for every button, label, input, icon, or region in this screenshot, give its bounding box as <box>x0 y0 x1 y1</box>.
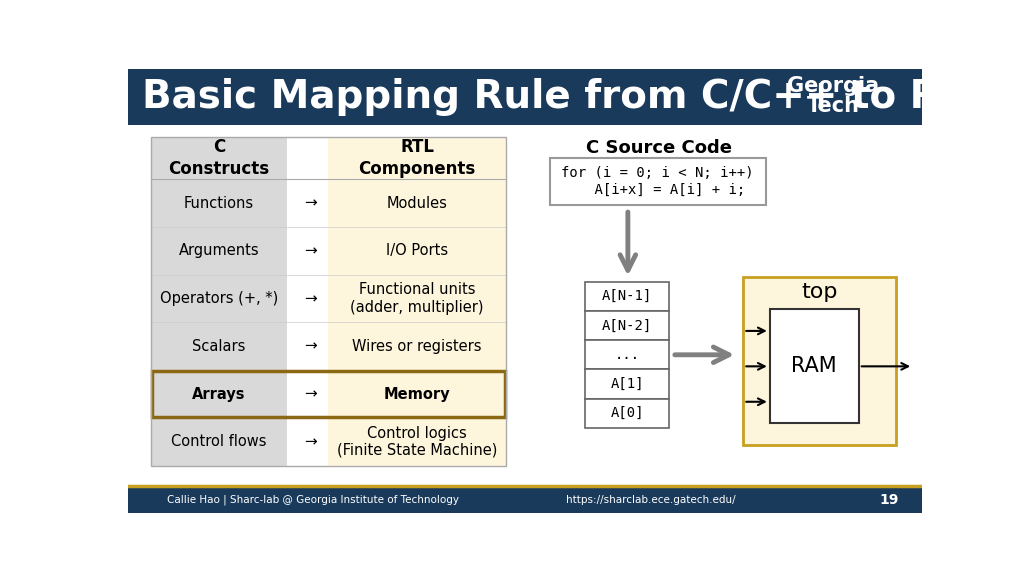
Text: A[N-1]: A[N-1] <box>602 289 652 304</box>
Bar <box>586 311 669 340</box>
Bar <box>586 282 669 311</box>
Text: →: → <box>304 339 316 354</box>
Text: →: → <box>304 243 316 259</box>
Text: Basic Mapping Rule from C/C++ to RTL: Basic Mapping Rule from C/C++ to RTL <box>142 78 989 116</box>
Text: Control flows: Control flows <box>171 434 267 449</box>
Text: for (i = 0; i < N; i++)
    A[i+x] = A[i] + i;: for (i = 0; i < N; i++) A[i+x] = A[i] + … <box>561 166 754 196</box>
Text: A[0]: A[0] <box>610 406 644 420</box>
Text: Operators (+, *): Operators (+, *) <box>160 291 279 306</box>
Bar <box>128 487 922 513</box>
Text: Functional units
(adder, multiplier): Functional units (adder, multiplier) <box>350 282 483 314</box>
Text: https://sharclab.ece.gatech.edu/: https://sharclab.ece.gatech.edu/ <box>566 495 735 505</box>
Text: Arguments: Arguments <box>179 243 259 259</box>
Text: Arrays: Arrays <box>193 386 246 401</box>
Text: Tech: Tech <box>807 96 860 116</box>
Text: A[N-2]: A[N-2] <box>602 319 652 332</box>
Text: Georgia: Georgia <box>787 76 880 96</box>
Text: I/O Ports: I/O Ports <box>386 243 449 259</box>
Text: 19: 19 <box>880 492 899 506</box>
Text: Callie Hao | Sharc-lab @ Georgia Institute of Technology: Callie Hao | Sharc-lab @ Georgia Institu… <box>167 494 459 505</box>
Text: Memory: Memory <box>384 386 451 401</box>
Bar <box>152 137 506 465</box>
Bar <box>742 277 896 445</box>
Text: →: → <box>304 291 316 306</box>
Text: →: → <box>304 386 316 401</box>
Bar <box>586 369 669 399</box>
Text: →: → <box>304 196 316 211</box>
Text: C Source Code: C Source Code <box>586 139 732 157</box>
Text: ...: ... <box>614 348 640 362</box>
Text: Scalars: Scalars <box>193 339 246 354</box>
Text: Wires or registers: Wires or registers <box>352 339 482 354</box>
Bar <box>586 340 669 369</box>
Text: C
Constructs: C Constructs <box>169 138 269 178</box>
Text: top: top <box>801 282 838 302</box>
Bar <box>152 137 287 465</box>
Bar <box>770 309 859 423</box>
Bar <box>152 371 506 417</box>
Text: A[1]: A[1] <box>610 377 644 391</box>
Text: Modules: Modules <box>387 196 447 211</box>
Bar <box>586 399 669 428</box>
Text: →: → <box>304 434 316 449</box>
Text: Functions: Functions <box>184 196 254 211</box>
Bar <box>550 158 766 204</box>
Text: RAM: RAM <box>792 357 837 376</box>
Bar <box>328 137 506 465</box>
Text: Control logics
(Finite State Machine): Control logics (Finite State Machine) <box>337 426 498 458</box>
Text: RTL
Components: RTL Components <box>358 138 476 178</box>
Bar <box>128 69 922 124</box>
